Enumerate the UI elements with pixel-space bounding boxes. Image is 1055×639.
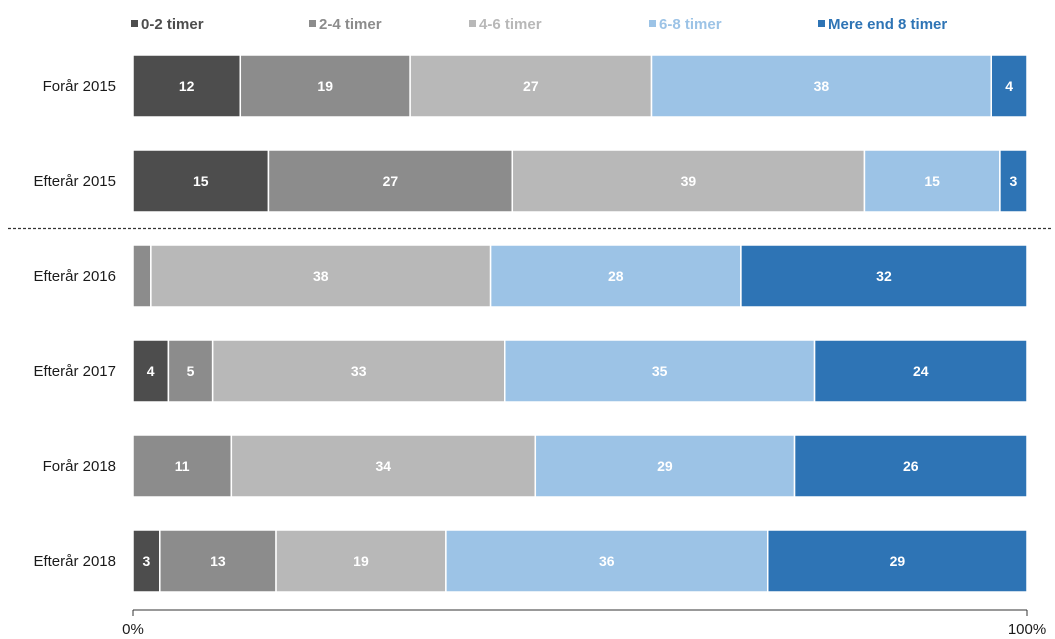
x-tick-label: 100% [1008, 621, 1046, 638]
data-label: 39 [681, 173, 697, 189]
category-labels: Forår 2015 Efterår 2015 Efterår 2016 Efterå… [33, 78, 116, 570]
data-label: 32 [876, 268, 892, 284]
data-label: 27 [383, 173, 399, 189]
data-label: 15 [924, 173, 940, 189]
legend-label: 4-6 timer [479, 16, 542, 33]
bar-segment [409, 54, 653, 118]
bar-segment [211, 339, 506, 403]
bar-segment [132, 244, 152, 308]
chart-legend: 0-2 timer 2-4 timer 4-6 timer 6-8 timer Mere… [131, 16, 947, 33]
bar-segment [813, 339, 1028, 403]
category-label: Efterår 2015 [33, 173, 116, 190]
data-label: 13 [210, 553, 226, 569]
legend-swatch [649, 20, 656, 27]
data-label: 15 [193, 173, 209, 189]
data-label: 33 [351, 363, 367, 379]
data-label: 12 [179, 78, 195, 94]
x-axis: 0% 100% [122, 609, 1046, 638]
bar-segment [990, 54, 1028, 118]
data-label: 19 [317, 78, 333, 94]
bar-segment [999, 149, 1028, 213]
data-label: 38 [313, 268, 329, 284]
legend-swatch [818, 20, 825, 27]
category-label: Efterår 2018 [33, 553, 116, 570]
legend-label: 0-2 timer [141, 16, 204, 33]
data-label: 29 [890, 553, 906, 569]
data-label: 4 [1005, 78, 1013, 94]
x-tick-label: 0% [122, 621, 144, 638]
data-label: 26 [903, 458, 919, 474]
data-label: 3 [1010, 173, 1018, 189]
data-label: 3 [143, 553, 151, 569]
legend-label: 6-8 timer [659, 16, 722, 33]
bar-segment [239, 54, 411, 118]
category-label: Efterår 2017 [33, 363, 116, 380]
bar-segment [132, 434, 233, 498]
bar-segment [740, 244, 1028, 308]
data-label: 34 [376, 458, 392, 474]
bar-segment [132, 529, 161, 593]
bar-segment [793, 434, 1028, 498]
bar-segment [504, 339, 816, 403]
legend-swatch [131, 20, 138, 27]
bars: 12 19 27 38 4 15 27 39 15 3 38 28 32 4 5 33 35 24 11 34 29 26… [132, 54, 1028, 593]
data-label: 11 [175, 458, 190, 474]
category-label: Forår 2018 [43, 458, 116, 475]
data-label: 29 [657, 458, 673, 474]
data-label: 38 [814, 78, 830, 94]
data-label: 19 [353, 553, 369, 569]
bar-segment [863, 149, 1001, 213]
legend-swatch [309, 20, 316, 27]
bar-segment [267, 149, 514, 213]
legend-swatch [469, 20, 476, 27]
bar-segment [132, 54, 242, 118]
bar-segment [650, 54, 992, 118]
bar-segment [534, 434, 796, 498]
bar-segment [230, 434, 537, 498]
data-label: 4 [147, 363, 155, 379]
data-label: 5 [187, 363, 195, 379]
bar-segment [489, 244, 742, 308]
data-label: 24 [913, 363, 929, 379]
data-label: 35 [652, 363, 668, 379]
bar-segment [132, 149, 270, 213]
legend-label: Mere end 8 timer [828, 16, 947, 33]
bar-segment [132, 339, 170, 403]
data-label: 28 [608, 268, 624, 284]
bar-segment [766, 529, 1028, 593]
data-label: 36 [599, 553, 615, 569]
legend-label: 2-4 timer [319, 16, 382, 33]
category-label: Efterår 2016 [33, 268, 116, 285]
data-label: 27 [523, 78, 539, 94]
bar-segment [511, 149, 866, 213]
category-label: Forår 2015 [43, 78, 116, 95]
bar-segment [275, 529, 447, 593]
